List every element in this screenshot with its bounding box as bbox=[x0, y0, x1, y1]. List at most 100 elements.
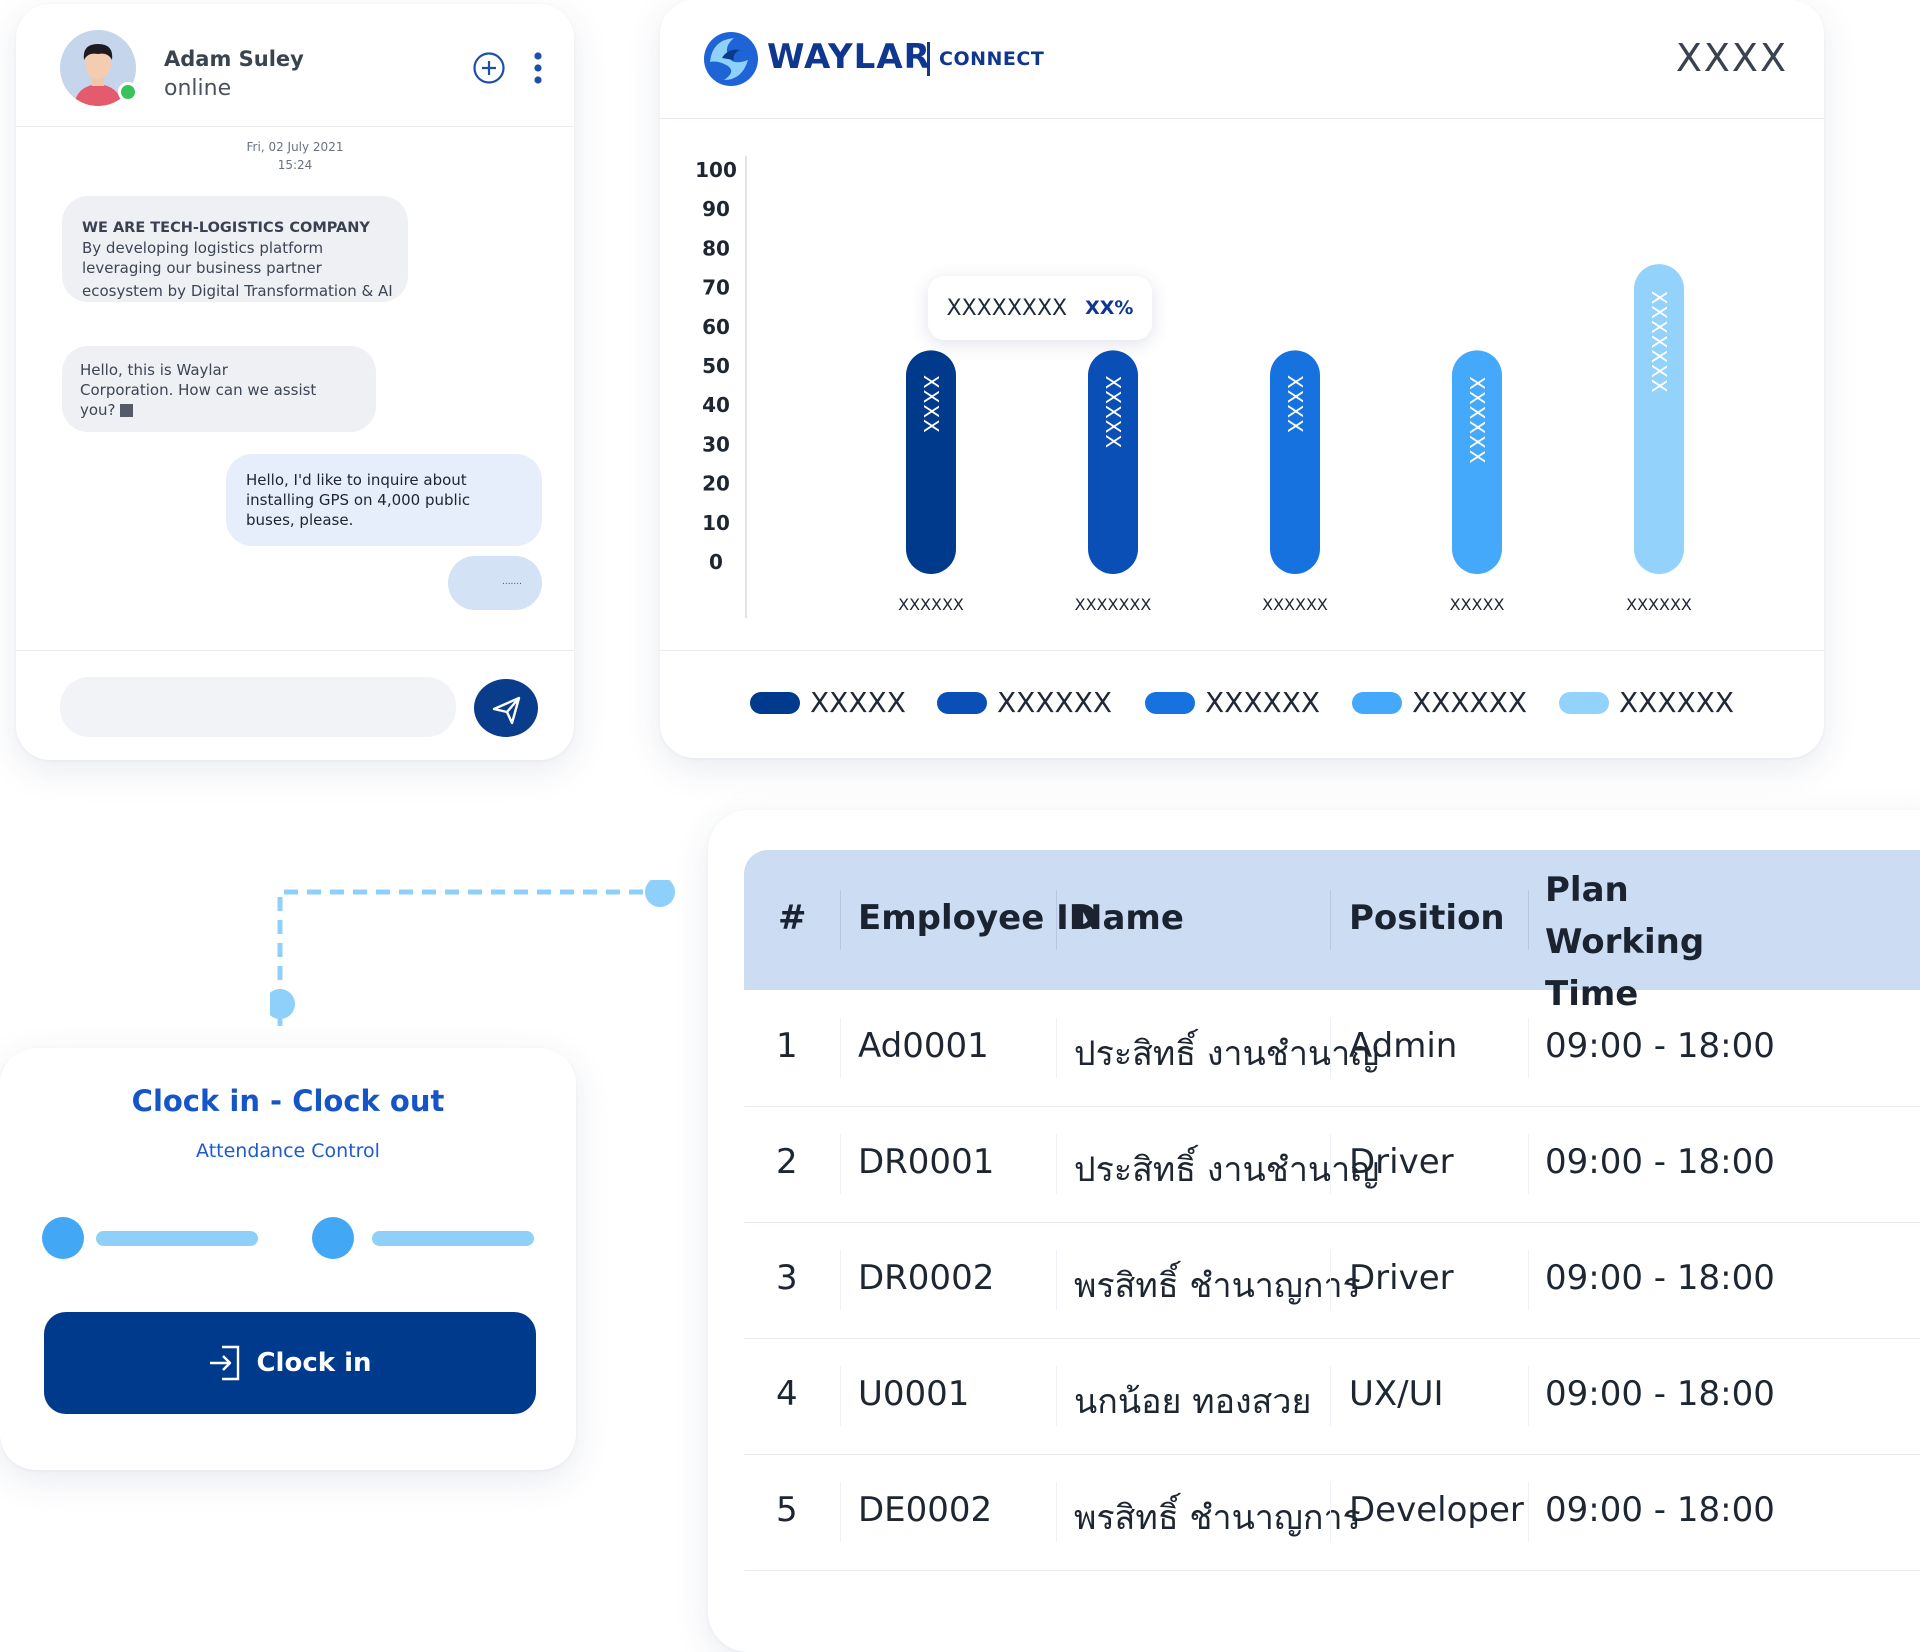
column-divider bbox=[1056, 1134, 1057, 1194]
table-row[interactable]: 3 DR0002 พรสิทธิ์ ชำนาญการ Driver 09:00 - 18… bbox=[744, 1222, 1920, 1339]
table-row[interactable]: 1 Ad0001 ประสิทธิ์ งานชำนาญ Admin 09:00 - 18… bbox=[744, 990, 1920, 1107]
bar-chart: 0102030405060708090100XXXXXXXXXXXXXXXXXX… bbox=[695, 156, 1692, 618]
cell-employee-id: Ad0001 bbox=[858, 1026, 989, 1066]
cell-position: UX/UI bbox=[1349, 1374, 1444, 1414]
tooltip-label: XXXXXXXX bbox=[946, 295, 1068, 321]
more-vertical-icon[interactable] bbox=[532, 50, 544, 90]
legend-item: XXXXXX bbox=[1145, 686, 1320, 719]
legend-item: XXXXXX bbox=[1559, 686, 1734, 719]
message-bubble-outgoing: Hello, I'd like to inquire about install… bbox=[226, 454, 542, 546]
column-header-employee-id: Employee ID bbox=[858, 898, 1097, 938]
y-tick-label: 10 bbox=[702, 511, 730, 535]
cell-employee-id: DR0001 bbox=[858, 1142, 995, 1182]
cell-employee-id: U0001 bbox=[858, 1374, 970, 1414]
y-tick-label: 20 bbox=[702, 472, 730, 496]
column-divider bbox=[1056, 1250, 1057, 1310]
chat-user-name: Adam Suley bbox=[164, 47, 304, 71]
chat-date: Fri, 02 July 2021 bbox=[246, 140, 344, 154]
column-divider bbox=[840, 890, 841, 950]
progress-track bbox=[372, 1231, 534, 1246]
y-tick-label: 100 bbox=[695, 158, 737, 182]
message-line: you? bbox=[80, 401, 116, 419]
brand-name: WAYLAR bbox=[767, 37, 931, 77]
send-icon bbox=[492, 696, 521, 725]
typing-indicator: ....... bbox=[501, 577, 522, 587]
column-divider bbox=[840, 1482, 841, 1542]
chart-bar[interactable] bbox=[906, 350, 956, 574]
message-title: WE ARE TECH-LOGISTICS COMPANY bbox=[82, 220, 370, 236]
cursor-block-icon bbox=[119, 404, 133, 417]
bar-label: XXXXXX bbox=[1465, 376, 1489, 464]
cell-position: Driver bbox=[1349, 1258, 1454, 1298]
table-row[interactable]: 4 U0001 นกน้อย ทองสวย UX/UI 09:00 - 18:00 bbox=[744, 1338, 1920, 1455]
table-row[interactable]: 5 DE0002 พรสิทธิ์ ชำนาญการ Developer 09:00 -… bbox=[744, 1454, 1920, 1571]
x-category-label: XXXXXX bbox=[898, 595, 964, 614]
chart-header: WAYLAR CONNECT XXXX bbox=[660, 0, 1824, 119]
attendance-subtitle: Attendance Control bbox=[196, 1140, 380, 1162]
cell-plan-working-time: 09:00 - 18:00 bbox=[1545, 1258, 1775, 1298]
chart-tooltip: XXXXXXXX XX% bbox=[928, 276, 1152, 340]
bar-label: XXXX bbox=[1283, 375, 1307, 434]
chart-bar[interactable] bbox=[1634, 264, 1684, 574]
x-category-label: XXXXXX bbox=[1626, 595, 1692, 614]
chart-bar[interactable] bbox=[1270, 350, 1320, 574]
legend-item: XXXXX bbox=[750, 686, 906, 719]
cell-position: Admin bbox=[1349, 1026, 1458, 1066]
column-divider bbox=[1528, 1018, 1529, 1078]
column-divider bbox=[840, 1134, 841, 1194]
chart-bar[interactable] bbox=[1452, 350, 1502, 574]
column-divider bbox=[1330, 890, 1331, 950]
y-tick-label: 90 bbox=[702, 197, 730, 221]
chart-panel: WAYLAR CONNECT XXXX 0 10 20 30 40 50 60 70 80 90 1… bbox=[660, 0, 1824, 758]
add-icon[interactable] bbox=[472, 51, 506, 89]
sign-in-icon bbox=[210, 1345, 240, 1381]
bar-label: XXXX bbox=[919, 375, 943, 434]
cell-plan-working-time: 09:00 - 18:00 bbox=[1545, 1490, 1775, 1530]
column-header-plan-working-time: Plan Working Time bbox=[1545, 870, 1705, 1014]
legend-swatch bbox=[1145, 691, 1195, 714]
attendance-title: Clock in - Clock out bbox=[131, 1084, 445, 1118]
online-status-dot bbox=[118, 82, 138, 102]
clock-in-button[interactable]: Clock in bbox=[44, 1312, 536, 1414]
cell-index: 2 bbox=[776, 1142, 798, 1182]
progress-dot bbox=[42, 1217, 84, 1259]
legend-label: XXXXX bbox=[810, 686, 906, 719]
cell-index: 5 bbox=[776, 1490, 798, 1530]
employee-table: # Employee ID Name Position Plan Working… bbox=[708, 810, 1920, 1652]
column-divider bbox=[1528, 1366, 1529, 1426]
column-divider bbox=[1330, 1366, 1331, 1426]
column-divider bbox=[1056, 1482, 1057, 1542]
column-divider bbox=[840, 1250, 841, 1310]
brand-subtitle: CONNECT bbox=[939, 48, 1045, 70]
connector-line bbox=[270, 880, 675, 1026]
y-tick-label: 30 bbox=[702, 432, 730, 456]
legend-label: XXXXXX bbox=[1205, 686, 1321, 719]
cell-index: 3 bbox=[776, 1258, 798, 1298]
message-line: Corporation. How can we assist bbox=[80, 381, 317, 399]
y-tick-label: 0 bbox=[709, 550, 723, 574]
table-row[interactable]: 2 DR0001 ประสิทธิ์ งานชำนาญ Driver 09:00 - 1… bbox=[744, 1106, 1920, 1223]
brand-separator bbox=[927, 42, 930, 76]
legend-swatch bbox=[1559, 691, 1609, 714]
legend-label: XXXXXX bbox=[1412, 686, 1528, 719]
y-tick-label: 40 bbox=[702, 393, 730, 417]
chart-bar[interactable] bbox=[1088, 350, 1138, 574]
column-header-position: Position bbox=[1349, 898, 1505, 938]
cell-plan-working-time: 09:00 - 18:00 bbox=[1545, 1026, 1775, 1066]
chat-time: 15:24 bbox=[277, 158, 313, 172]
legend-label: XXXXXX bbox=[1619, 686, 1735, 719]
legend-item: XXXXXX bbox=[937, 686, 1112, 719]
x-category-label: XXXXXXX bbox=[1075, 595, 1152, 614]
avatar[interactable] bbox=[60, 30, 136, 106]
chat-user-status: online bbox=[164, 76, 232, 101]
cell-employee-id: DE0002 bbox=[858, 1490, 993, 1530]
message-input[interactable] bbox=[60, 677, 456, 737]
legend-label: XXXXXX bbox=[997, 686, 1113, 719]
chart-title: XXXX bbox=[1675, 36, 1788, 80]
send-button[interactable] bbox=[474, 679, 538, 737]
message-line: buses, please. bbox=[246, 511, 354, 529]
column-divider bbox=[840, 1018, 841, 1078]
column-divider bbox=[1528, 1482, 1529, 1542]
message-line: installing GPS on 4,000 public bbox=[246, 491, 471, 509]
column-divider bbox=[1330, 1250, 1331, 1310]
